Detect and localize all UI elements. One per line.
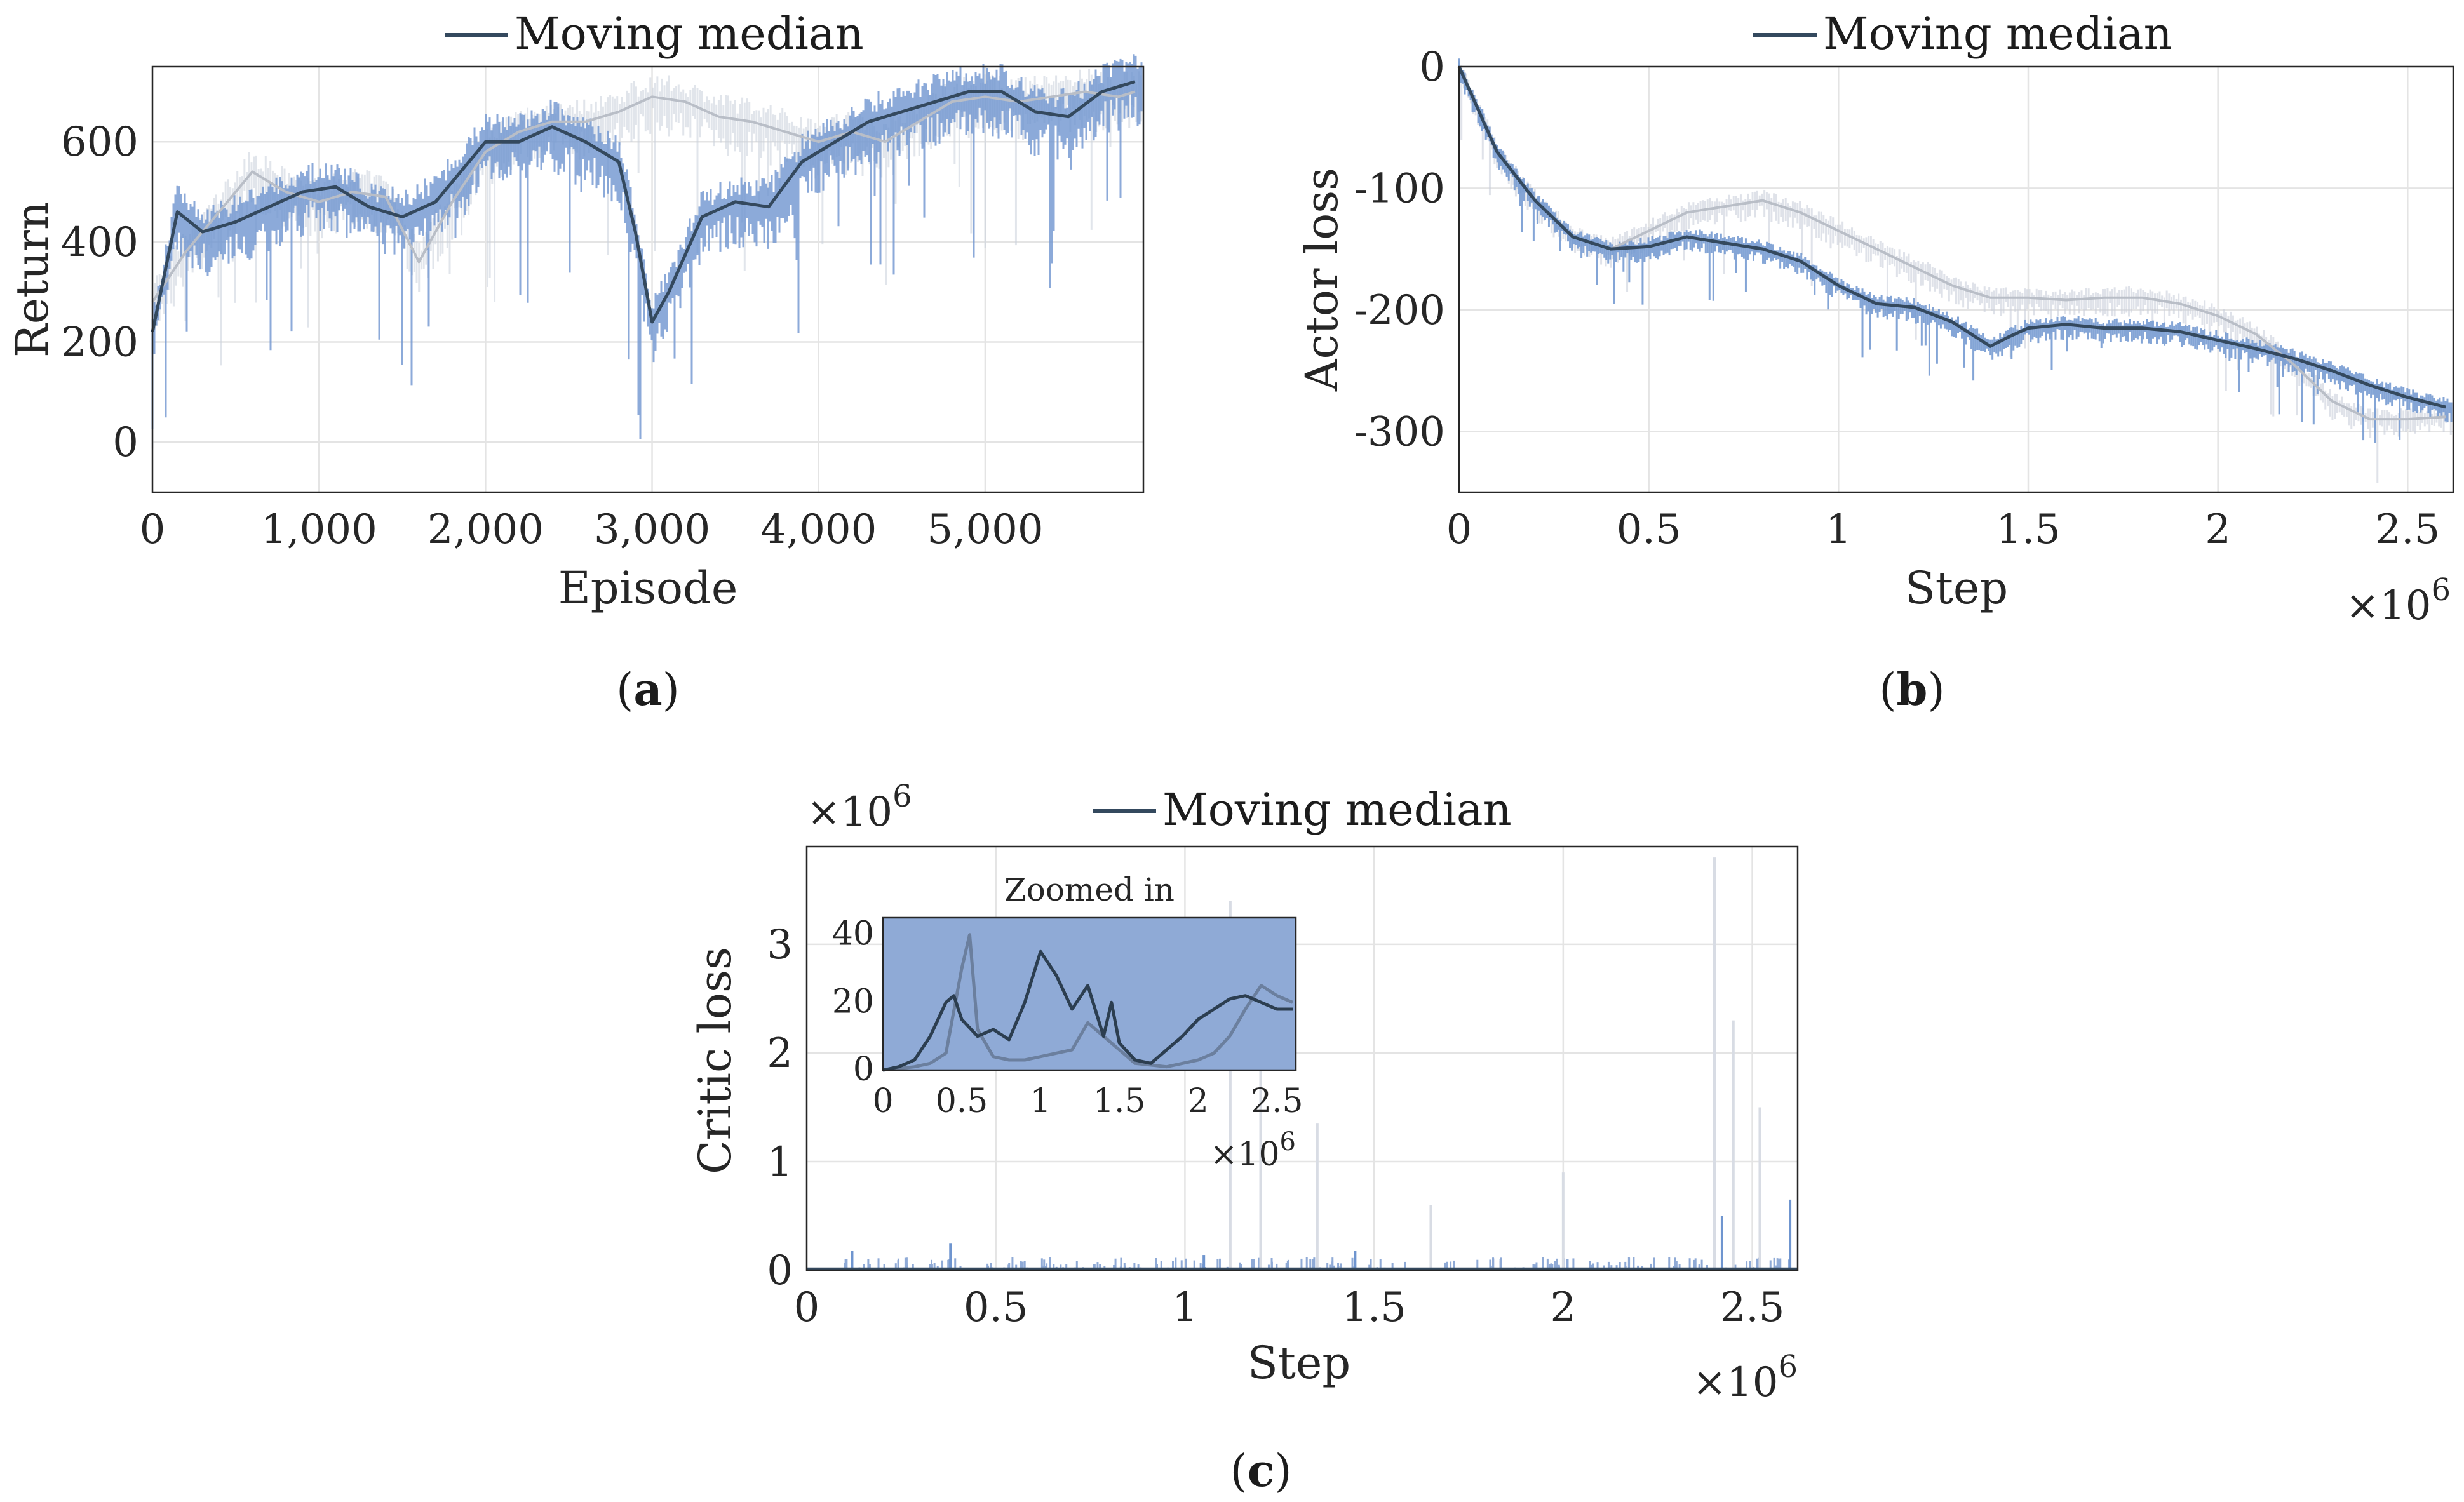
a-xtick-label: 2,000: [427, 506, 544, 553]
b-ytick-label: 0: [1419, 44, 1445, 91]
x-axis-label-c: Step: [1248, 1337, 1350, 1389]
spikes-c: [807, 857, 1798, 1271]
panel-b: 0 0.5 1 1.5 2 2.50-100-200-300 Moving median …: [1296, 8, 2454, 716]
ticks-a: 0 1,000 2,000 3,000 4,000 5,000 0 200 400 600: [61, 119, 1044, 553]
c-xtick-label: 1.5: [1342, 1284, 1406, 1331]
series-a: [151, 80, 1136, 333]
x-axis-label-a: Episode: [558, 562, 738, 614]
y-multiplier-c: ×106: [807, 779, 912, 836]
c-ytick-label: 0: [767, 1247, 793, 1294]
inset-xtick-label: 2: [1188, 1082, 1209, 1120]
a-ytick-label: 400: [61, 219, 138, 266]
y-axis-label-c: Critic loss: [689, 947, 741, 1174]
inset-x-multiplier: ×106: [1210, 1127, 1296, 1174]
b-xtick-label: 1: [1826, 506, 1852, 553]
inset-ytick-label: 40: [832, 915, 874, 953]
inset-title: Zoomed in: [1004, 871, 1175, 908]
legend-label-a: Moving median: [515, 8, 864, 60]
inset-ticks: 0 0.5 1 1.5 2 2.5 0 20 40: [832, 915, 1303, 1120]
inset-frame: [882, 916, 1297, 1071]
legend-label-b: Moving median: [1823, 8, 2172, 60]
a-xtick-label: 4,000: [760, 506, 877, 553]
inset-run2-median-line: [882, 933, 1293, 1072]
run2-median-line-a: [151, 90, 1136, 303]
legend-label-c: Moving median: [1162, 784, 1512, 836]
inset-xtick-label: 1.5: [1093, 1082, 1146, 1120]
plot-frame-a: [151, 65, 1145, 493]
noise-bands-b: [1458, 58, 2453, 483]
inset-series: [882, 933, 1293, 1072]
noise-bands-a: [151, 54, 1143, 449]
a-xtick-label: 3,000: [594, 506, 710, 553]
inset-ytick-label: 0: [853, 1050, 874, 1089]
inset-ytick-label: 20: [832, 982, 874, 1021]
b-ytick-label: -200: [1354, 287, 1445, 334]
c-xtick-label: 0: [794, 1284, 820, 1331]
inset-zoomed: 0 0.5 1 1.5 2 2.5 0 20 40 Zoomed in ×106: [832, 871, 1303, 1174]
y-axis-label-a: Return: [6, 201, 58, 358]
a-ytick-label: 0: [112, 419, 138, 466]
c-ytick-label: 1: [767, 1139, 793, 1186]
grid-a: [151, 67, 1143, 492]
b-ytick-label: -100: [1354, 165, 1445, 212]
a-xtick-label: 1,000: [261, 506, 377, 553]
c-ytick-label: 3: [767, 922, 793, 969]
c-xtick-label: 1: [1172, 1284, 1198, 1331]
panel-a: 0 1,000 2,000 3,000 4,000 5,000 0 200 400 600 Mov…: [6, 8, 1145, 716]
panel-c: 0 0.5 1 1.5 2 2.5 0 1 2 3 Moving median ×106 Step…: [689, 779, 1799, 1497]
x-multiplier-b: ×106: [2345, 572, 2451, 629]
a-ytick-label: 600: [61, 119, 138, 166]
y-axis-label-b: Actor loss: [1296, 168, 1348, 392]
ticks-c: 0 0.5 1 1.5 2 2.5 0 1 2 3: [767, 922, 1784, 1331]
caption-c: (c): [1230, 1444, 1291, 1497]
x-multiplier-c: ×106: [1692, 1349, 1798, 1406]
b-xtick-label: 0: [1446, 506, 1472, 553]
series-b: [1457, 65, 2446, 421]
b-xtick-label: 0.5: [1617, 506, 1681, 553]
inset-xtick-label: 1: [1030, 1082, 1051, 1120]
c-ytick-label: 2: [767, 1030, 793, 1077]
b-xtick-label: 1.5: [1996, 506, 2061, 553]
inset-moving-median-line: [882, 949, 1293, 1072]
x-axis-label-b: Step: [1905, 562, 2008, 614]
caption-b: (b): [1879, 663, 1945, 716]
a-xtick-label: 0: [140, 506, 166, 553]
caption-a: (a): [616, 663, 680, 716]
inset-xtick-label: 0: [872, 1082, 893, 1120]
c-xtick-label: 2.5: [1720, 1284, 1785, 1331]
moving-median-line-a: [151, 80, 1136, 333]
c-xtick-label: 0.5: [964, 1284, 1028, 1331]
plot-frame-b: [1458, 65, 2454, 493]
moving-median-line-b: [1457, 65, 2446, 409]
a-ytick-label: 200: [61, 319, 138, 366]
a-xtick-label: 5,000: [927, 506, 1043, 553]
ticks-b: 0 0.5 1 1.5 2 2.5 0 -100 -200 -300: [1354, 44, 2440, 553]
b-ytick-label: -300: [1354, 408, 1445, 455]
c-xtick-label: 2: [1550, 1284, 1576, 1331]
b-xtick-label: 2: [2205, 506, 2231, 553]
inset-xtick-label: 2.5: [1251, 1082, 1303, 1120]
b-xtick-label: 2.5: [2375, 506, 2440, 553]
plot-frame-c: [805, 845, 1799, 1271]
inset-xtick-label: 0.5: [936, 1082, 988, 1120]
